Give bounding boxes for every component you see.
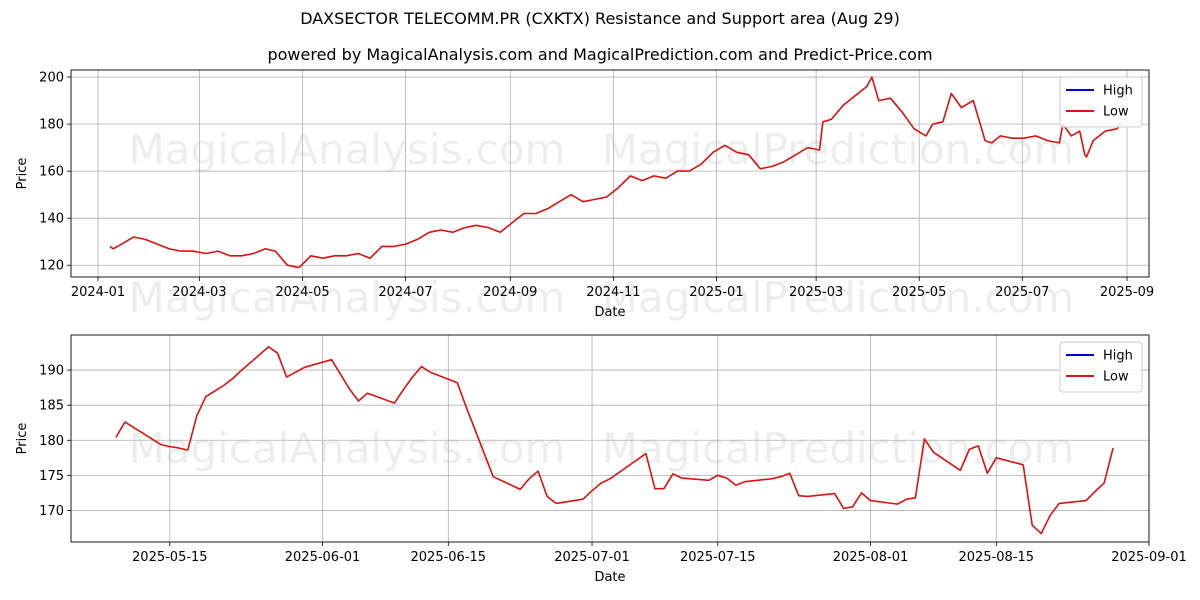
y-tick-label: 160 bbox=[39, 165, 64, 180]
chart-top: 2024-01 2024-03 2024-05 2024-07 2024-09 2024-… bbox=[15, 69, 1154, 320]
x-tick-label: 2025-05-15 bbox=[132, 550, 208, 565]
chart-title: DAXSECTOR TELECOMM.PR (CXKTX) Resistance… bbox=[300, 9, 900, 28]
watermark-text: MagicalPrediction.com bbox=[602, 125, 1075, 174]
x-tick-label: 2025-07-01 bbox=[554, 550, 630, 565]
x-tick-label: 2025-07-15 bbox=[680, 550, 756, 565]
x-tick-label: 2025-06-15 bbox=[411, 550, 487, 565]
y-tick-label: 200 bbox=[39, 71, 64, 86]
watermark-group: MagicalAnalysis.com MagicalPrediction.co… bbox=[129, 125, 1075, 473]
watermark-text: MagicalAnalysis.com bbox=[129, 273, 566, 322]
x-tick-label: 2024-01 bbox=[71, 285, 125, 300]
series-line-low bbox=[109, 76, 1121, 269]
legend-label: Low bbox=[1103, 105, 1129, 120]
x-axis-label: Date bbox=[594, 570, 625, 585]
x-tick-label: 2024-09 bbox=[483, 285, 537, 300]
x-tick-label: 2025-08-15 bbox=[959, 550, 1035, 565]
y-tick-label: 120 bbox=[39, 259, 64, 274]
y-tick-label: 175 bbox=[39, 469, 64, 484]
watermark-text: MagicalAnalysis.com bbox=[129, 424, 566, 473]
x-tick-label: 2025-08-01 bbox=[833, 550, 909, 565]
x-tick-label: 2025-06-01 bbox=[285, 550, 361, 565]
x-tick-label: 2024-07 bbox=[378, 285, 432, 300]
watermark-text: MagicalAnalysis.com bbox=[129, 125, 566, 174]
series-line-low bbox=[115, 346, 1114, 535]
x-tick-label: 2025-01 bbox=[689, 285, 743, 300]
x-tick-label: 2025-09-01 bbox=[1111, 550, 1187, 565]
legend-label: High bbox=[1103, 349, 1133, 364]
y-tick-label: 170 bbox=[39, 504, 64, 519]
x-tick-label: 2025-03 bbox=[789, 285, 843, 300]
legend-label: High bbox=[1103, 84, 1133, 99]
chart-bottom: 2025-05-15 2025-06-01 2025-06-15 2025-07-01… bbox=[15, 334, 1187, 585]
x-axis-label: Date bbox=[594, 305, 625, 320]
watermark-text: MagicalPrediction.com bbox=[602, 424, 1075, 473]
y-tick-label: 180 bbox=[39, 434, 64, 449]
x-tick-label: 2024-03 bbox=[172, 285, 226, 300]
x-tick-label: 2025-09 bbox=[1100, 285, 1154, 300]
y-tick-label: 180 bbox=[39, 118, 64, 133]
y-tick-label: 185 bbox=[39, 399, 64, 414]
y-axis-label: Price bbox=[15, 423, 30, 455]
y-axis-label: Price bbox=[15, 158, 30, 190]
y-tick-label: 140 bbox=[39, 212, 64, 227]
plot-frame bbox=[70, 334, 1150, 543]
x-tick-label: 2025-05 bbox=[892, 285, 946, 300]
watermark-text: MagicalPrediction.com bbox=[602, 273, 1075, 322]
y-tick-label: 190 bbox=[39, 364, 64, 379]
legend-label: Low bbox=[1103, 370, 1129, 385]
plot-frame bbox=[70, 69, 1150, 278]
x-tick-label: 2024-11 bbox=[586, 285, 640, 300]
chart-subtitle: powered by MagicalAnalysis.com and Magic… bbox=[267, 45, 933, 64]
x-tick-label: 2025-07 bbox=[995, 285, 1049, 300]
x-tick-label: 2024-05 bbox=[275, 285, 329, 300]
